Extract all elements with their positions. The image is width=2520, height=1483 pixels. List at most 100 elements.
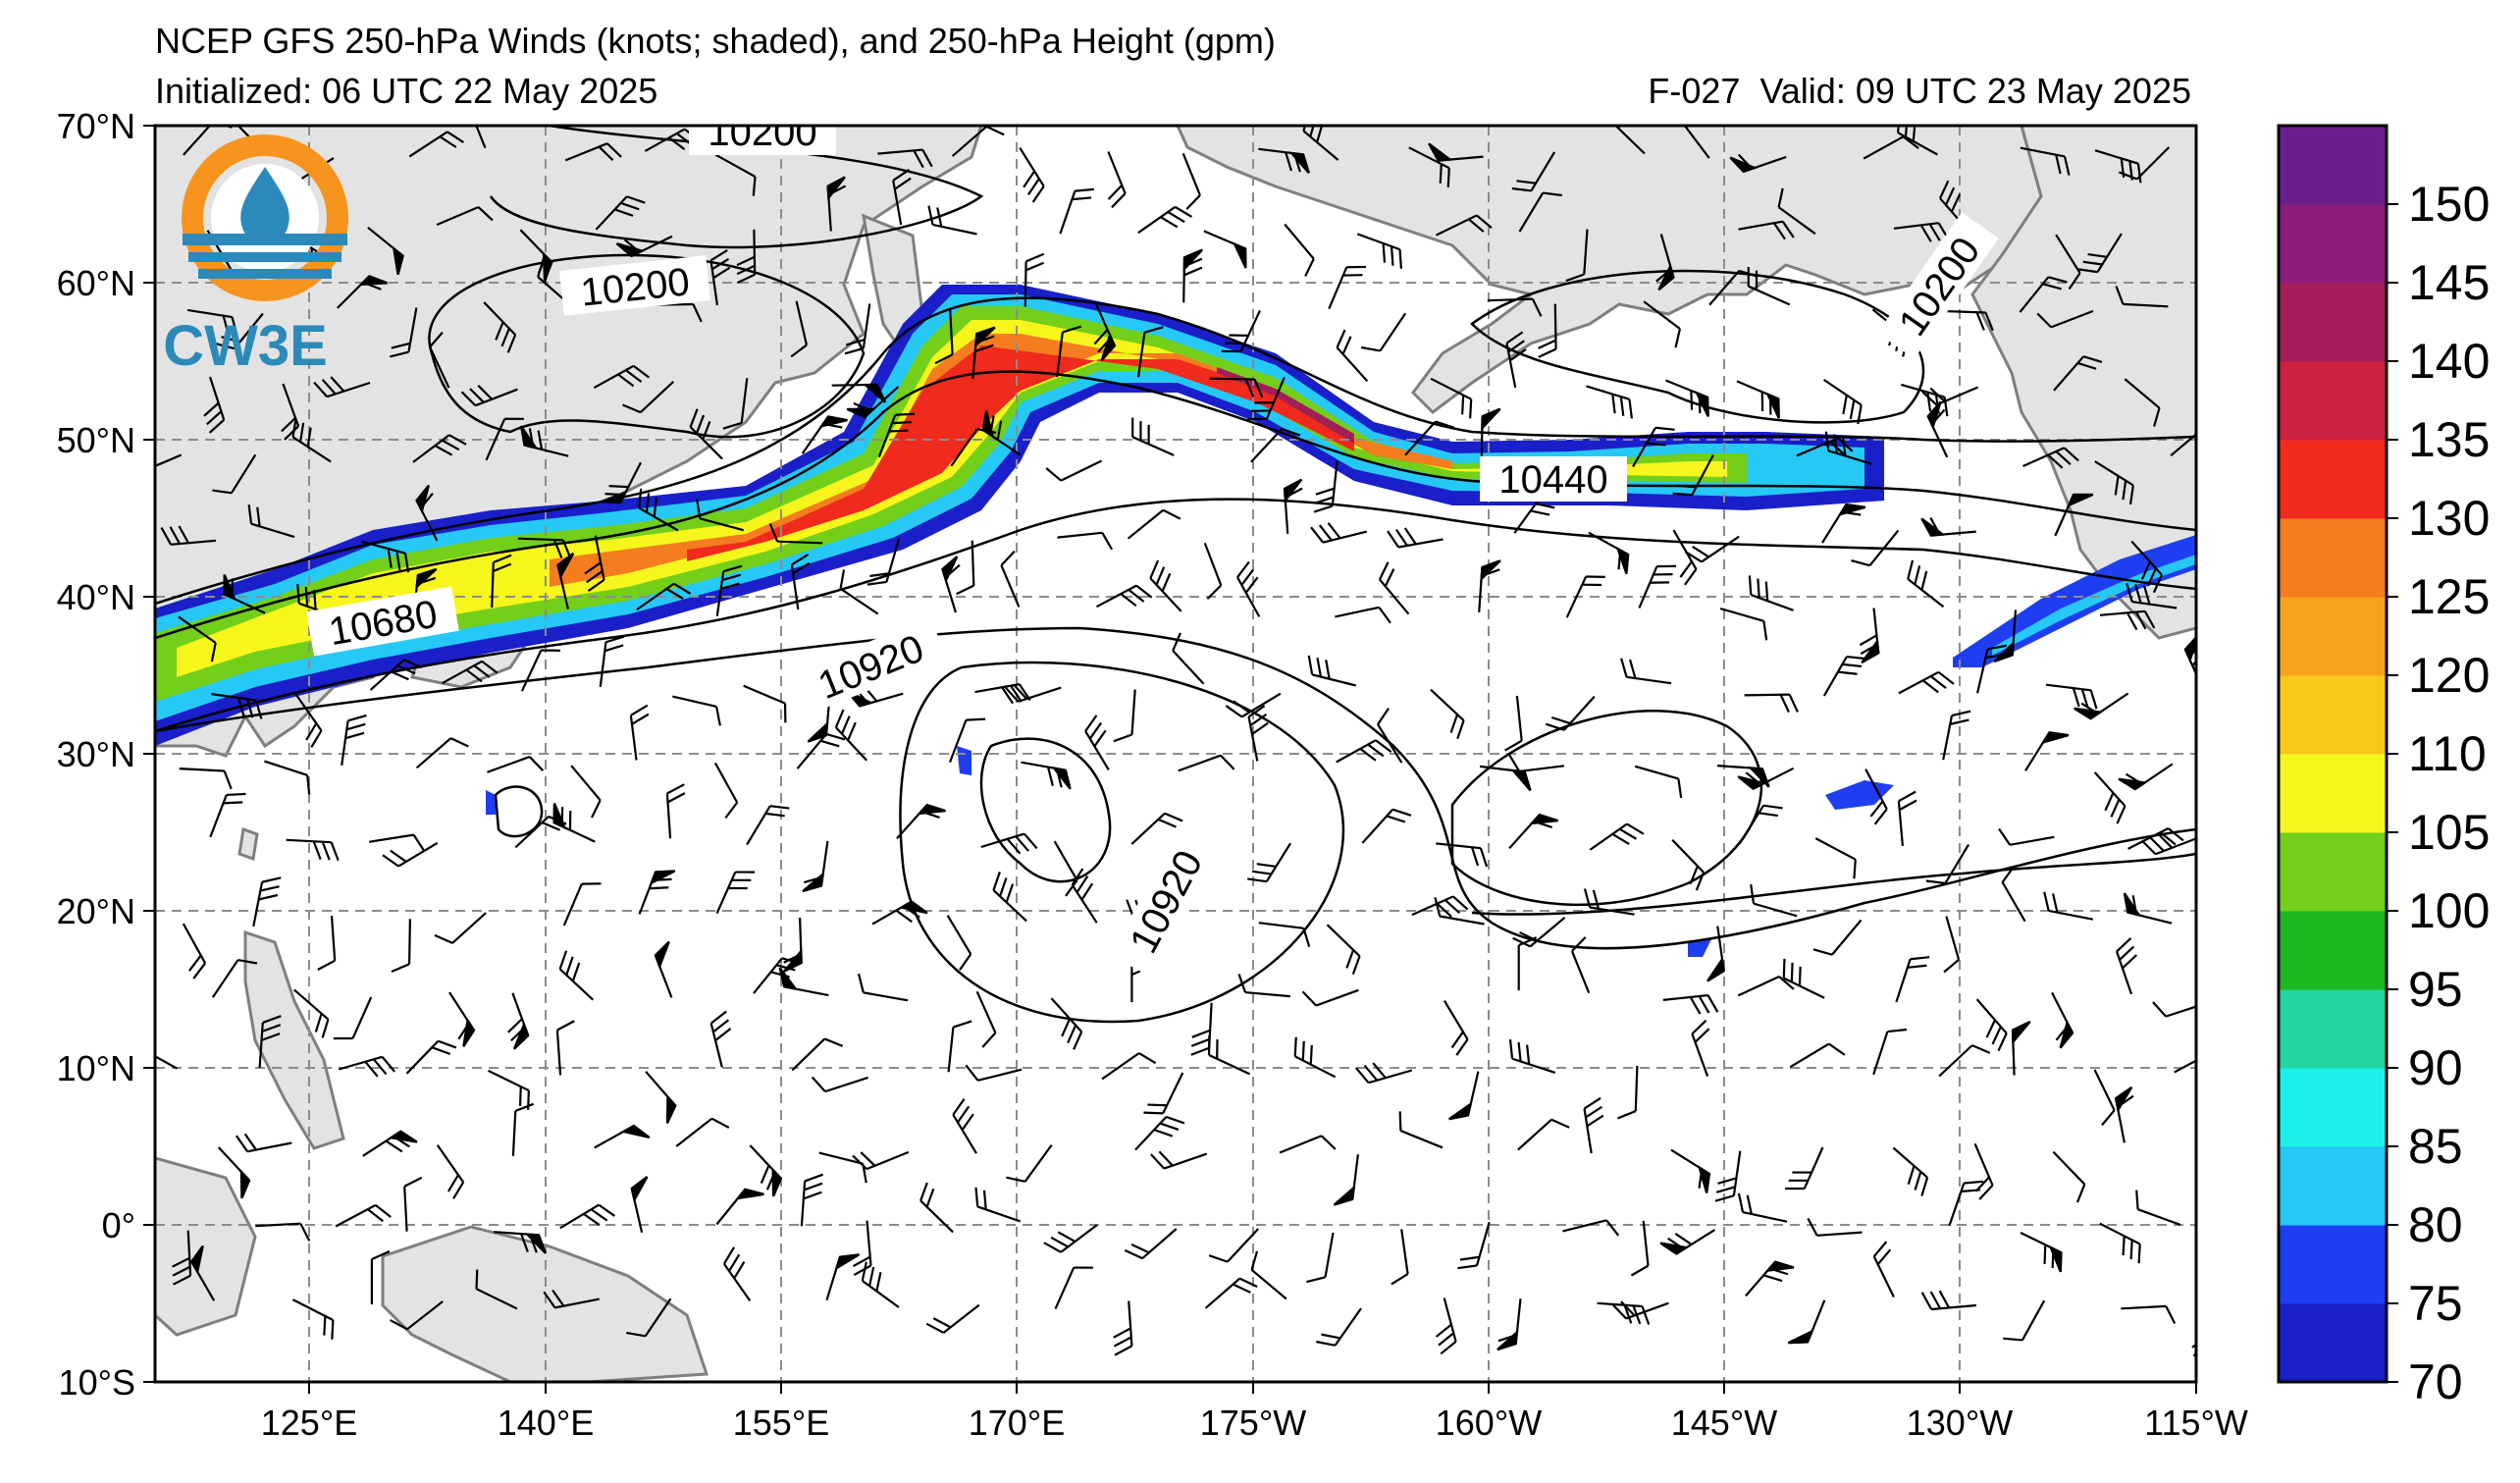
wind-barb: [1617, 1066, 1639, 1120]
wind-barb: [160, 525, 216, 546]
wind-barb: [1684, 535, 1740, 563]
wind-barb: [434, 912, 487, 944]
jet-band-70kt: [155, 285, 1884, 746]
wind-barb: [338, 1055, 396, 1078]
wind-barb: [1411, 895, 1469, 918]
wind-barb: [1000, 550, 1021, 608]
wind-barb: [1807, 1217, 1863, 1237]
wind-barb: [1019, 147, 1045, 203]
wind-barb: [258, 1015, 282, 1068]
wind-barb: [594, 1124, 651, 1149]
colorbar-segment: [2279, 675, 2387, 755]
wind-barb: [2198, 352, 2253, 395]
jet-band-135kt: [687, 345, 1354, 561]
wind-barb: [1821, 503, 1866, 544]
wind-barb: [1487, 297, 1543, 317]
wind-barb: [1583, 888, 1635, 916]
wind-barb: [1095, 584, 1153, 609]
wind-barb: [442, 660, 499, 685]
wind-barb: [1150, 1150, 1208, 1170]
wind-barb: [626, 1298, 672, 1338]
wind-barb: [412, 434, 467, 463]
wind-barb: [252, 876, 282, 927]
wind-barb: [1101, 1052, 1157, 1081]
wind-barb: [1250, 1250, 1287, 1300]
wind-barb: [975, 990, 997, 1048]
wind-barb: [595, 195, 646, 231]
wind-barb: [391, 919, 411, 973]
wind-barb: [846, 386, 900, 419]
wind-barb: [599, 635, 625, 688]
wind-barb: [1517, 936, 1538, 991]
wind-barb: [980, 832, 1038, 855]
wind-barb: [211, 958, 258, 998]
wind-barb: [834, 709, 868, 762]
wind-barb: [292, 988, 330, 1038]
wind-barb: [1976, 644, 2007, 694]
wind-barb: [1071, 868, 1098, 924]
wind-barb: [552, 803, 596, 843]
wind-barb: [1093, 303, 1117, 361]
wind-barb: [369, 833, 426, 852]
wind-barb: [638, 488, 679, 532]
wind-barb: [1940, 309, 1994, 332]
wind-barb: [335, 1203, 392, 1228]
wind-barb: [636, 582, 692, 611]
colorbar: 70 75 80 85 90 95 100 105 110 120 125 130 135 140 145 1…: [2279, 126, 2490, 1409]
jet-band-145kt: [1217, 367, 1354, 444]
wind-barb: [341, 714, 367, 767]
wind-barb: [801, 415, 848, 454]
wind-barb: [448, 991, 476, 1047]
wind-barb: [2019, 276, 2068, 313]
jet-east-branch-inner: [1992, 555, 2196, 656]
wind-barb: [333, 996, 373, 1040]
wind-barb: [1247, 376, 1286, 421]
wind-barb: [971, 326, 996, 379]
wind-barb: [1973, 1142, 1994, 1200]
wind-barb: [1993, 609, 2018, 663]
wind-barb: [1258, 922, 1311, 947]
lat-tick-30n: 30°N: [57, 734, 135, 774]
wind-barb: [436, 1144, 465, 1199]
colorbar-segment: [2279, 1146, 2387, 1226]
lon-tick-155e: 155°E: [733, 1403, 829, 1443]
wind-barb: [294, 693, 323, 748]
wind-barb: [2077, 233, 2123, 274]
wind-barb: [1131, 417, 1175, 456]
wind-barb: [1247, 842, 1292, 883]
wind-barb: [877, 148, 933, 169]
colorbar-segment: [2279, 1068, 2387, 1147]
wind-barb: [722, 378, 749, 430]
wind-barb: [483, 301, 517, 353]
wind-barb: [1691, 1019, 1710, 1077]
wind-barb: [2135, 1190, 2181, 1226]
wind-barb: [2043, 891, 2094, 921]
jet-band-125kt: [550, 334, 1452, 587]
wind-barb: [390, 307, 418, 358]
wind-barb: [790, 300, 809, 358]
wind-barb: [223, 574, 266, 614]
wind-barb: [1659, 1229, 1715, 1255]
wind-barb: [778, 967, 829, 997]
wind-barb: [1404, 420, 1454, 456]
wind-barb: [925, 1303, 980, 1334]
contour-10200-east: [1470, 269, 1925, 424]
map-area: 10200 10200 10200 10440 10680 10920 1092…: [155, 126, 2253, 1382]
wind-barb: [511, 1102, 535, 1156]
wind-barb: [1538, 303, 1557, 358]
wind-barb: [2022, 447, 2079, 469]
lon-tick-145w: 145°W: [1671, 1403, 1777, 1443]
wind-barb: [1920, 517, 1976, 537]
wind-barb: [2115, 286, 2169, 308]
colorbar-tick-label: 130: [2408, 491, 2490, 546]
lat-tick-50n: 50°N: [57, 420, 135, 460]
wind-barb: [1113, 689, 1136, 743]
wind-barb: [753, 957, 802, 994]
wind-barb: [790, 553, 811, 610]
wind-barb: [1750, 883, 1798, 918]
land-north-america: [1970, 126, 2196, 640]
wind-barb: [584, 535, 605, 593]
wind-barb: [715, 564, 743, 616]
wind-barb: [1284, 223, 1315, 277]
wind-barb: [1360, 312, 1407, 352]
